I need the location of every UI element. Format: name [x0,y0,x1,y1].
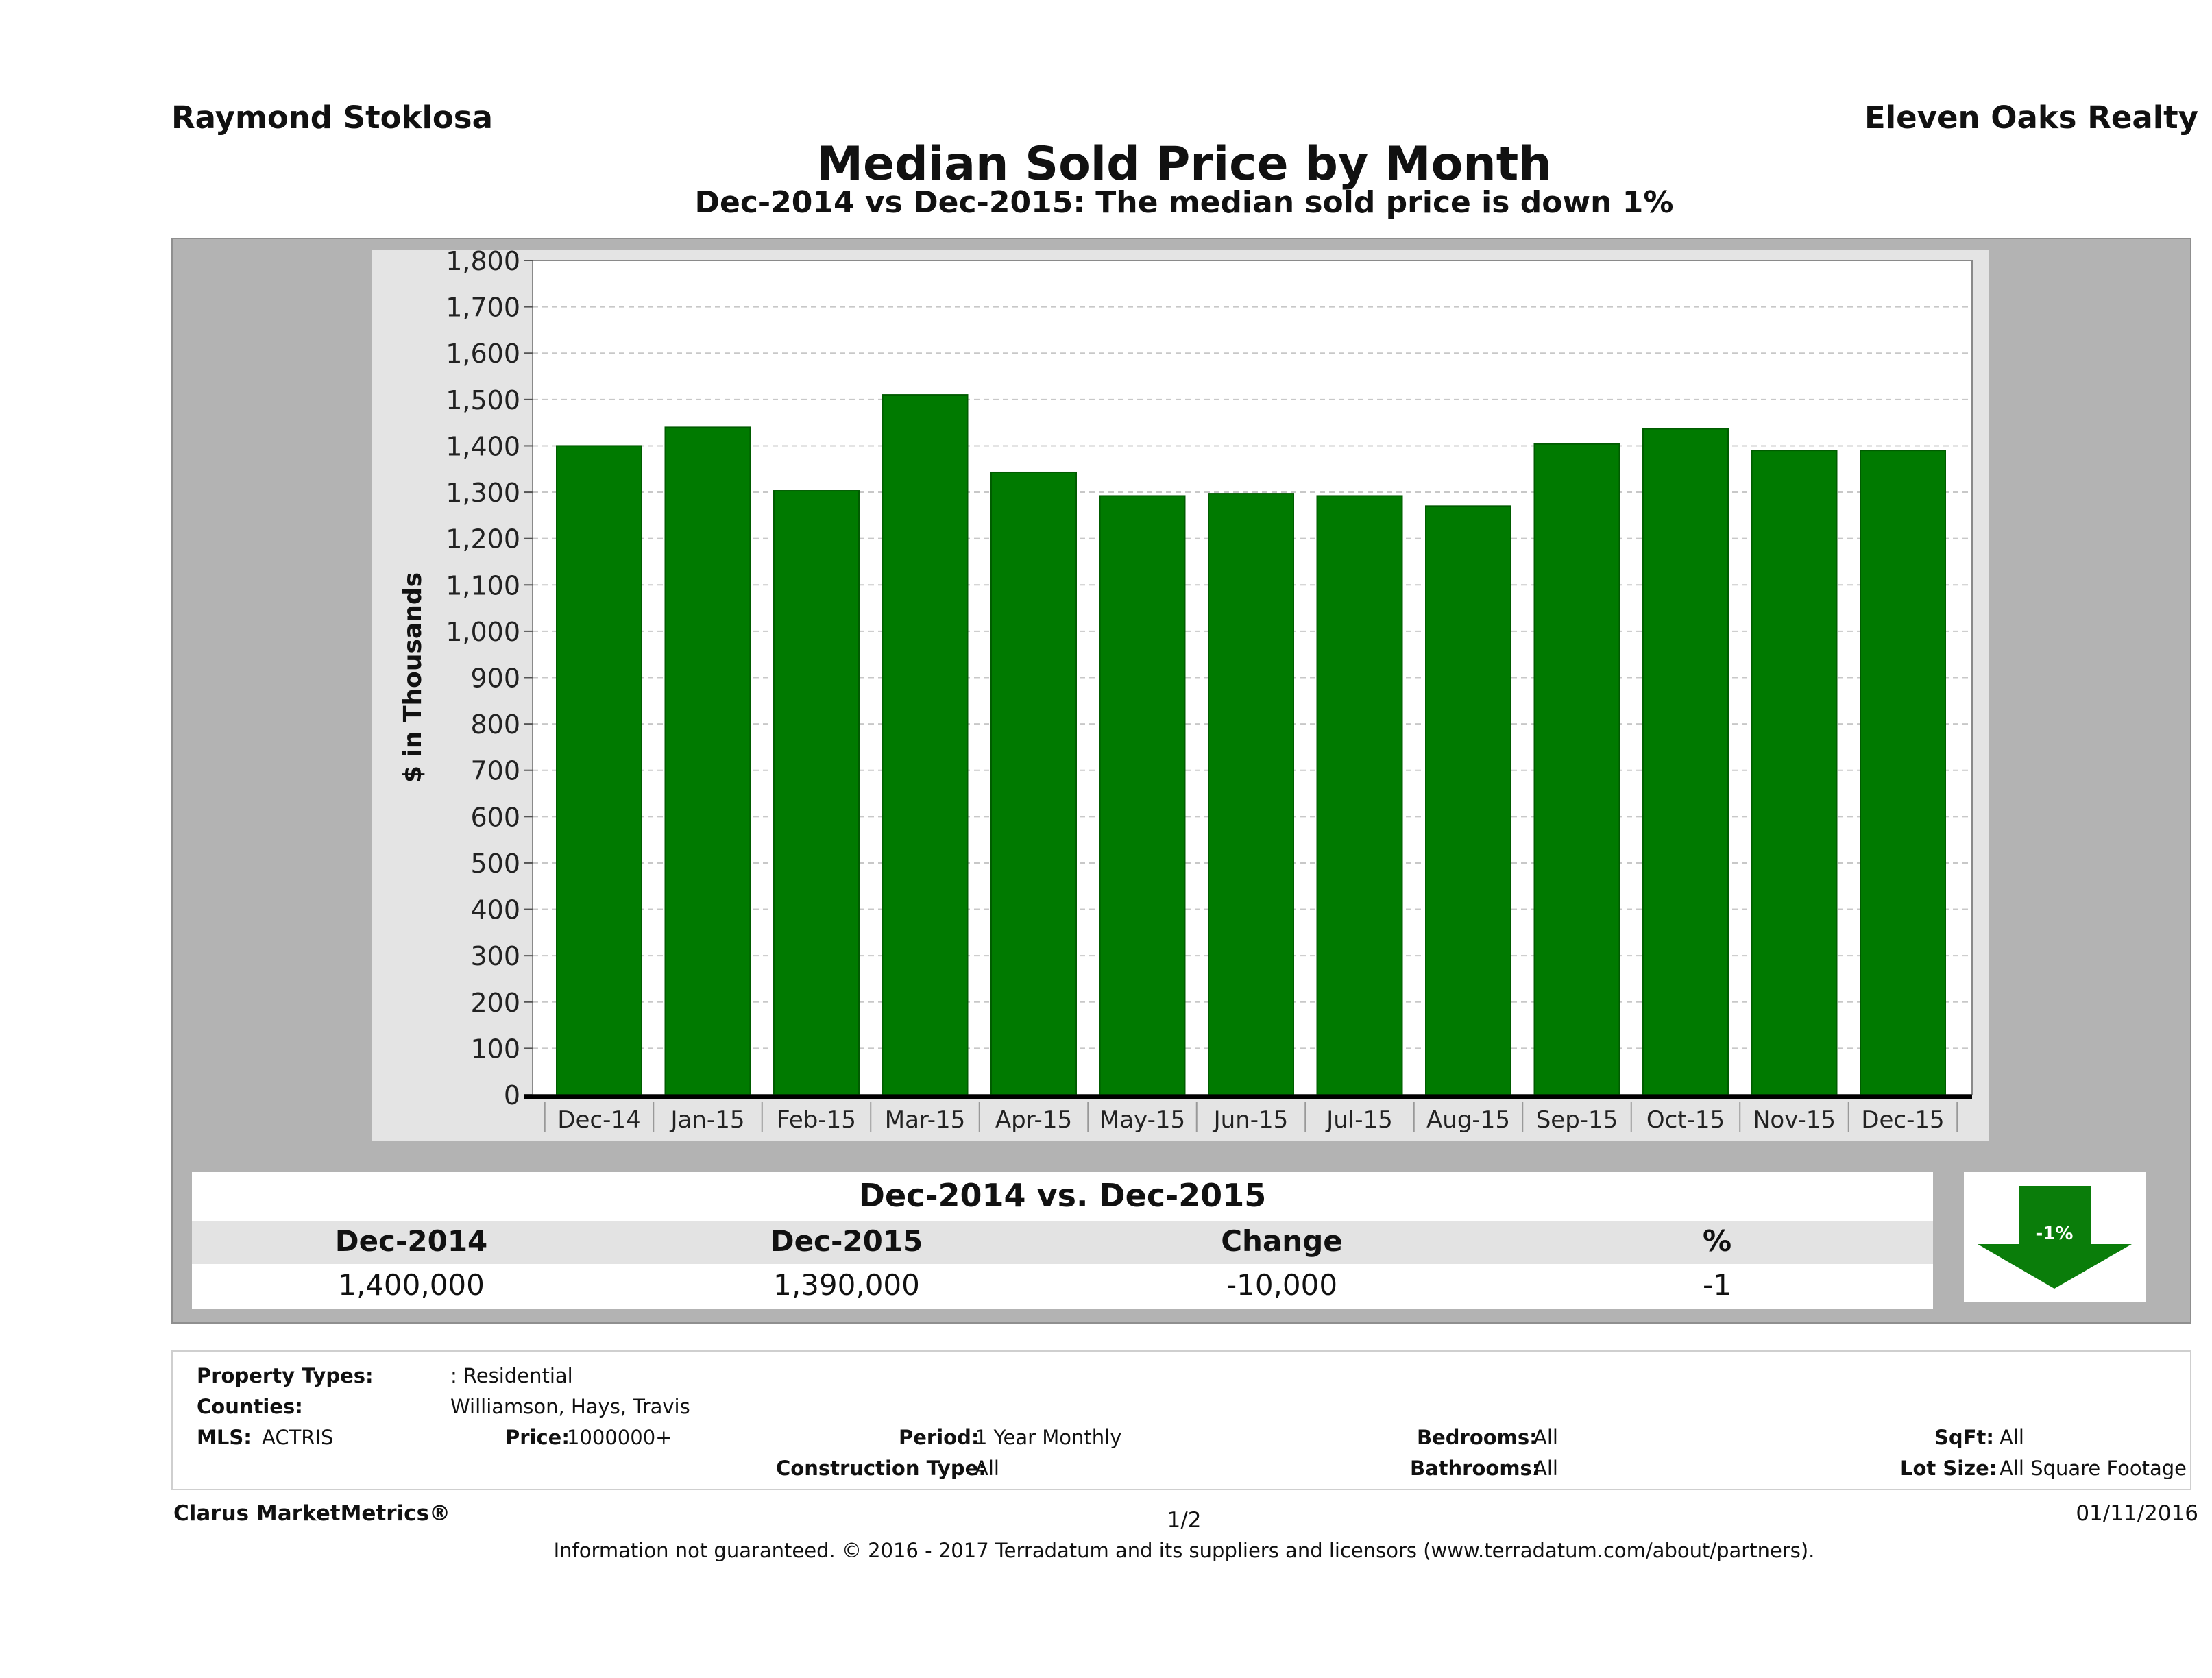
summary-col-dec2015: Dec-2015 [770,1224,923,1258]
arrow-label: -1% [2036,1224,2074,1244]
bar [773,490,860,1095]
bar [1425,505,1511,1096]
chart-subtitle: Dec-2014 vs Dec-2015: The median sold pr… [694,185,1674,220]
lot-size-value: All Square Footage [2000,1457,2187,1480]
mls-label: MLS: [197,1426,252,1449]
y-tick-label: 1,200 [446,524,520,555]
x-tick-label: Apr-15 [995,1106,1072,1134]
summary-col-percent: % [1702,1224,1732,1258]
bar [990,471,1077,1095]
property-types-value: : Residential [450,1364,573,1387]
bar [882,394,969,1096]
sqft-value: All [2000,1426,2024,1449]
brand-label: Clarus MarketMetrics® [173,1501,451,1526]
y-tick-label: 500 [470,849,520,879]
property-types-label: Property Types: [197,1364,374,1387]
agent-name: Raymond Stoklosa [171,99,493,136]
summary-val-change: -10,000 [1226,1268,1338,1302]
bar [556,445,642,1095]
y-tick-label: 1,600 [446,339,520,369]
x-tick-label: Sep-15 [1536,1106,1618,1134]
summary-val-dec2015: 1,390,000 [773,1268,920,1302]
page-number: 1/2 [1167,1508,1202,1533]
y-tick-label: 200 [470,988,520,1018]
bathrooms-label: Bathrooms: [1410,1457,1540,1480]
bar [664,426,751,1095]
x-tick-label: Dec-14 [557,1106,640,1134]
bar [1860,450,1946,1095]
price-value: 1000000+ [567,1426,672,1449]
disclaimer: Information not guaranteed. © 2016 - 201… [553,1539,1815,1562]
bar [1208,493,1294,1096]
x-tick-label: Feb-15 [777,1106,856,1134]
bar [1642,428,1729,1095]
x-tick-label: Jun-15 [1213,1106,1289,1134]
y-tick-label: 900 [470,664,520,694]
y-axis-label: $ in Thousands [399,572,427,783]
lot-size-label: Lot Size: [1900,1457,1997,1480]
y-tick-label: 1,500 [446,385,520,415]
y-tick-label: 100 [470,1034,520,1064]
x-tick-label: Jul-15 [1325,1106,1393,1134]
x-tick-label: Aug-15 [1426,1106,1510,1134]
y-tick-label: 400 [470,895,520,925]
bar-chart: 0 100 200 300 400 500 600 700 800 900 1,000 1,100 1,… [399,250,1973,1134]
y-tick-label: 1,800 [446,250,520,276]
counties-value: Williamson, Hays, Travis [450,1395,690,1418]
construction-type-value: All [975,1457,999,1480]
x-tick-label: Mar-15 [885,1106,966,1134]
change-arrow-panel: -1% [1964,1172,2146,1302]
sqft-label: SqFt: [1934,1426,1994,1449]
counties-label: Counties: [197,1395,303,1418]
filter-info-box: Property Types: : Residential Counties: … [171,1350,2191,1490]
summary-val-dec2014: 1,400,000 [338,1268,485,1302]
bar [1099,495,1186,1096]
y-tick-label: 0 [504,1080,520,1110]
y-tick-label: 1,400 [446,431,520,461]
x-tick-label: Jan-15 [670,1106,745,1134]
summary-val-percent: -1 [1703,1268,1731,1302]
y-tick-label: 300 [470,941,520,971]
bathrooms-value: All [1533,1457,1558,1480]
x-tick-label: Oct-15 [1646,1106,1725,1134]
company-name: Eleven Oaks Realty [1864,99,2198,136]
x-tick-label: Dec-15 [1861,1106,1944,1134]
down-arrow-icon: -1% [1978,1186,2132,1289]
summary-col-change: Change [1221,1224,1343,1258]
summary-heading: Dec-2014 vs. Dec-2015 [192,1172,1933,1219]
construction-type-label: Construction Type: [776,1457,986,1480]
summary-value-row [192,1267,1933,1305]
y-tick-label: 1,000 [446,617,520,647]
y-tick-label: 1,700 [446,293,520,323]
y-tick-label: 700 [470,756,520,786]
x-tick-label: May-15 [1099,1106,1185,1134]
bar [1316,495,1403,1096]
bar [1533,443,1620,1095]
period-value: 1 Year Monthly [975,1426,1122,1449]
period-label: Period: [899,1426,980,1449]
x-tick-label: Nov-15 [1753,1106,1836,1134]
report-date: 01/11/2016 [2076,1501,2198,1526]
mls-value: ACTRIS [262,1426,334,1449]
chart-title: Median Sold Price by Month [816,137,1552,191]
bar [1751,450,1838,1095]
y-tick-label: 800 [470,709,520,740]
y-tick-label: 1,100 [446,570,520,600]
price-label: Price: [505,1426,570,1449]
summary-header-row [192,1221,1933,1264]
y-tick-label: 600 [470,802,520,832]
bedrooms-value: All [1533,1426,1558,1449]
bedrooms-label: Bedrooms: [1417,1426,1538,1449]
summary-col-dec2014: Dec-2014 [335,1224,488,1258]
y-tick-label: 1,300 [446,478,520,508]
